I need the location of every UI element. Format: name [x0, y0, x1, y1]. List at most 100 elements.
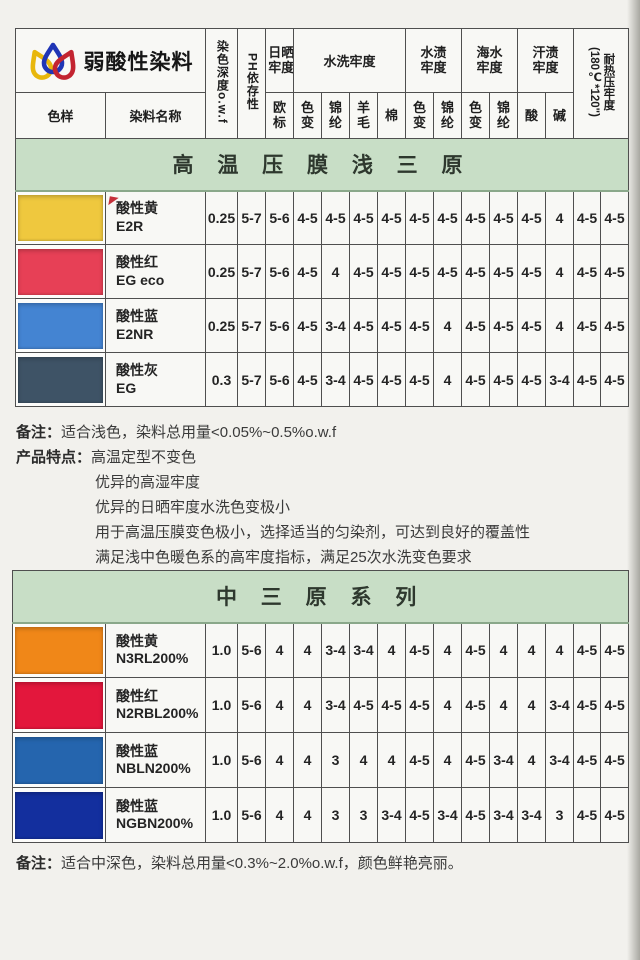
fastness-value: 4-5 — [600, 190, 630, 245]
fastness-value: 4 — [545, 622, 574, 678]
fastness-value: 4 — [265, 732, 294, 788]
fastness-value: 1.0 — [205, 677, 238, 733]
dye-name: 酸性红 — [116, 254, 158, 270]
color-swatch — [18, 194, 103, 241]
fastness-value: 3 — [545, 787, 574, 843]
dye-spec-table-medium-trichromatic: 中 三 原 系 列 酸性黄 N3RL200% 1.0 5-6 4 4 3-4 3-4 4 4-5 4… — [11, 570, 630, 843]
fastness-value: 4-5 — [573, 352, 602, 407]
fastness-value: 4-5 — [405, 244, 435, 299]
fastness-value: 4-5 — [573, 244, 602, 299]
fastness-value: 5-7 — [237, 352, 266, 407]
dye-code: N2RBL200% — [116, 705, 199, 721]
note-remark: 备注：适合中深色，染料总用量<0.3%~2.0%o.w.f，颜色鲜艳亮丽。 — [16, 855, 463, 872]
fastness-value: 1.0 — [205, 732, 238, 788]
color-swatch — [15, 681, 103, 729]
fastness-value: 0.25 — [205, 190, 238, 245]
fastness-value: 5-7 — [237, 190, 266, 245]
dye-name: 酸性蓝 — [116, 797, 158, 814]
brand-header: 弱酸性染料 — [15, 28, 206, 93]
color-swatch-cell — [12, 677, 106, 733]
fastness-value: 3-4 — [545, 352, 575, 407]
fastness-value: 3-4 — [349, 622, 378, 678]
fastness-value: 4 — [489, 622, 518, 678]
col-header-depth: 染色深度o.w.f — [205, 28, 238, 139]
red-marker — [108, 195, 119, 207]
fastness-value: 4-5 — [461, 298, 491, 353]
fastness-value: 4-5 — [573, 622, 601, 678]
fastness-value: 5-7 — [237, 298, 266, 353]
fastness-value: 5-6 — [265, 190, 294, 245]
fastness-value: 5-6 — [237, 677, 266, 733]
fastness-value: 4-5 — [461, 622, 490, 678]
color-swatch-cell — [15, 352, 106, 407]
col-header-sample: 色样 — [15, 92, 106, 139]
fastness-value: 4-5 — [293, 298, 322, 353]
fastness-value: 4-5 — [461, 244, 491, 299]
fastness-value: 4-5 — [405, 298, 435, 353]
fastness-value: 4 — [377, 732, 406, 788]
fastness-value: 3 — [321, 787, 350, 843]
fastness-value: 4 — [517, 622, 546, 678]
fastness-value: 4-5 — [573, 190, 602, 245]
dye-name-cell: 酸性蓝 NBLN200% — [105, 732, 206, 788]
table-row: 酸性黄 E2R 0.25 5-7 5-6 4-5 4-5 4-5 4-5 4-5 4-5 4-5 4-5… — [15, 190, 630, 245]
fastness-value: 4-5 — [321, 190, 350, 245]
fastness-value: 3-4 — [433, 787, 462, 843]
dye-name: 酸性蓝 — [116, 742, 158, 759]
fastness-value: 3-4 — [321, 622, 350, 678]
fastness-value: 4-5 — [349, 677, 378, 733]
sub-header-alkali: 碱 — [545, 92, 575, 139]
fastness-value: 4 — [293, 622, 322, 678]
fastness-value: 4-5 — [573, 677, 601, 733]
sub-header-color-change: 色变 — [293, 92, 322, 139]
dye-code: N3RL200% — [116, 650, 189, 667]
fastness-value: 4-5 — [517, 190, 547, 245]
fastness-value: 4-5 — [405, 787, 434, 843]
fastness-value: 4-5 — [573, 298, 602, 353]
fastness-value: 4-5 — [599, 787, 630, 843]
sub-header-color-change: 色变 — [461, 92, 491, 139]
dye-name-cell: 酸性灰 EG — [105, 352, 206, 407]
fastness-value: 4 — [517, 677, 546, 733]
sub-header-nylon: 锦纶 — [321, 92, 350, 139]
sub-header-nylon: 锦纶 — [489, 92, 519, 139]
dye-spec-table-light-trichromatic: 弱酸性染料 染色深度o.w.f PH依存性 日晒牢度 水洗牢度 水渍牢度 海水牢… — [14, 28, 630, 407]
sub-header-eu-standard: 欧标 — [265, 92, 294, 139]
color-swatch — [15, 791, 103, 839]
fastness-value: 4 — [545, 244, 575, 299]
sub-header-wool: 羊毛 — [349, 92, 378, 139]
table2-notes: 备注：适合中深色，染料总用量<0.3%~2.0%o.w.f，颜色鲜艳亮丽。 — [16, 851, 616, 876]
fastness-value: 4-5 — [376, 244, 407, 299]
fastness-value: 4 — [545, 190, 575, 245]
fastness-value: 4-5 — [599, 677, 630, 733]
dye-code: NBLN200% — [116, 760, 191, 776]
group-header-sunlight: 日晒牢度 — [265, 28, 294, 93]
fastness-value: 4-5 — [517, 298, 547, 353]
color-swatch-cell — [15, 190, 106, 245]
fastness-value: 4-5 — [293, 244, 322, 299]
fastness-value: 4-5 — [349, 244, 378, 299]
fastness-value: 4 — [349, 732, 378, 788]
fastness-value: 4 — [433, 677, 462, 733]
fastness-value: 4-5 — [489, 190, 519, 245]
feature-line: 优异的日晒牢度水洗色变极小 — [95, 499, 291, 516]
fastness-value: 4 — [433, 298, 463, 353]
fastness-value: 4-5 — [376, 298, 407, 353]
fastness-value: 1.0 — [205, 787, 238, 843]
fastness-value: 4-5 — [376, 190, 407, 245]
fastness-value: 5-7 — [237, 244, 266, 299]
col-header-dye-name: 染料名称 — [105, 92, 206, 139]
fastness-value: 5-6 — [237, 732, 266, 788]
fastness-value: 3 — [321, 732, 350, 788]
table2-rows: 酸性黄 N3RL200% 1.0 5-6 4 4 3-4 3-4 4 4-5 4 4-5 4 4 4 4-5 4… — [12, 622, 630, 843]
fastness-value: 4 — [293, 677, 322, 733]
dye-name-cell: 酸性红 EG eco — [105, 244, 206, 299]
dye-name: 酸性黄 — [116, 200, 158, 217]
fastness-value: 0.25 — [205, 298, 238, 353]
dye-name-cell: 酸性黄 N3RL200% — [105, 622, 206, 678]
feature-line: 优异的高湿牢度 — [95, 474, 201, 491]
fastness-value: 3-4 — [517, 787, 546, 843]
note-remark: 备注：适合浅色，染料总用量<0.05%~0.5%o.w.f — [16, 424, 337, 441]
fastness-value: 4 — [489, 677, 518, 733]
brand-title: 弱酸性染料 — [83, 50, 194, 74]
